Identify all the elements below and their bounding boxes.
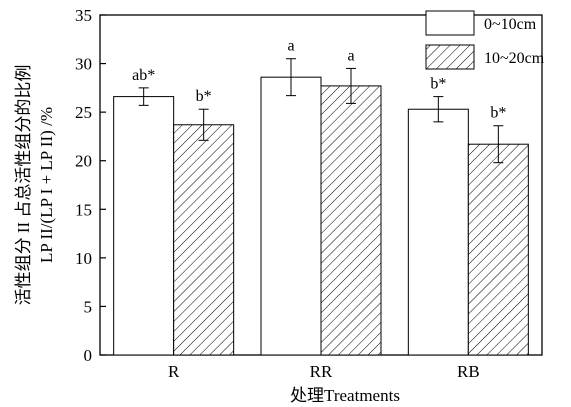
y-tick-label-10: 10 [75, 249, 92, 268]
x-tick-label-R: R [168, 362, 180, 381]
x-tick-label-RR: RR [310, 362, 333, 381]
y-axis-title-line2: LP II/(LP I + LP II) /% [37, 107, 56, 263]
sig-label-RB-0~10cm: b* [430, 76, 446, 93]
bar-RR-0~10cm [260, 76, 322, 356]
bar-R-10~20cm [173, 124, 235, 356]
bar-RB-0~10cm [407, 108, 469, 356]
sig-label-R-10~20cm: b* [196, 88, 212, 105]
bar-RB-10~20cm [467, 143, 529, 356]
y-tick-label-0: 0 [84, 346, 93, 365]
bar-R-0~10cm [113, 96, 175, 356]
y-tick-label-15: 15 [75, 200, 92, 219]
y-tick-label-20: 20 [75, 152, 92, 171]
sig-label-RB-10~20cm: b* [490, 105, 506, 122]
legend-swatch-10-20cm [425, 44, 475, 70]
y-tick-label-35: 35 [75, 6, 92, 25]
y-axis-title-line1: 活性组分 II 占总活性组分的比例 [14, 65, 33, 306]
y-tick-label-5: 5 [84, 297, 93, 316]
legend-swatch-0-10cm [425, 10, 475, 36]
bar-RR-10~20cm [320, 85, 382, 356]
y-tick-label-25: 25 [75, 103, 92, 122]
sig-label-RR-0~10cm: a [287, 38, 294, 55]
x-axis-title: 处理Treatments [290, 386, 400, 405]
legend-label-0-10cm: 0~10cm [484, 16, 537, 33]
sig-label-R-0~10cm: ab* [132, 67, 155, 84]
legend-label-10-20cm: 10~20cm [484, 50, 545, 67]
y-tick-label-30: 30 [75, 55, 92, 74]
x-tick-label-RB: RB [457, 362, 480, 381]
y-axis: 0 5 10 15 20 25 30 35 [75, 6, 106, 365]
bars-group: ab*b*aab*b* [113, 38, 529, 356]
legend: 0~10cm 10~20cm [425, 10, 545, 70]
sig-label-RR-10~20cm: a [347, 47, 354, 64]
